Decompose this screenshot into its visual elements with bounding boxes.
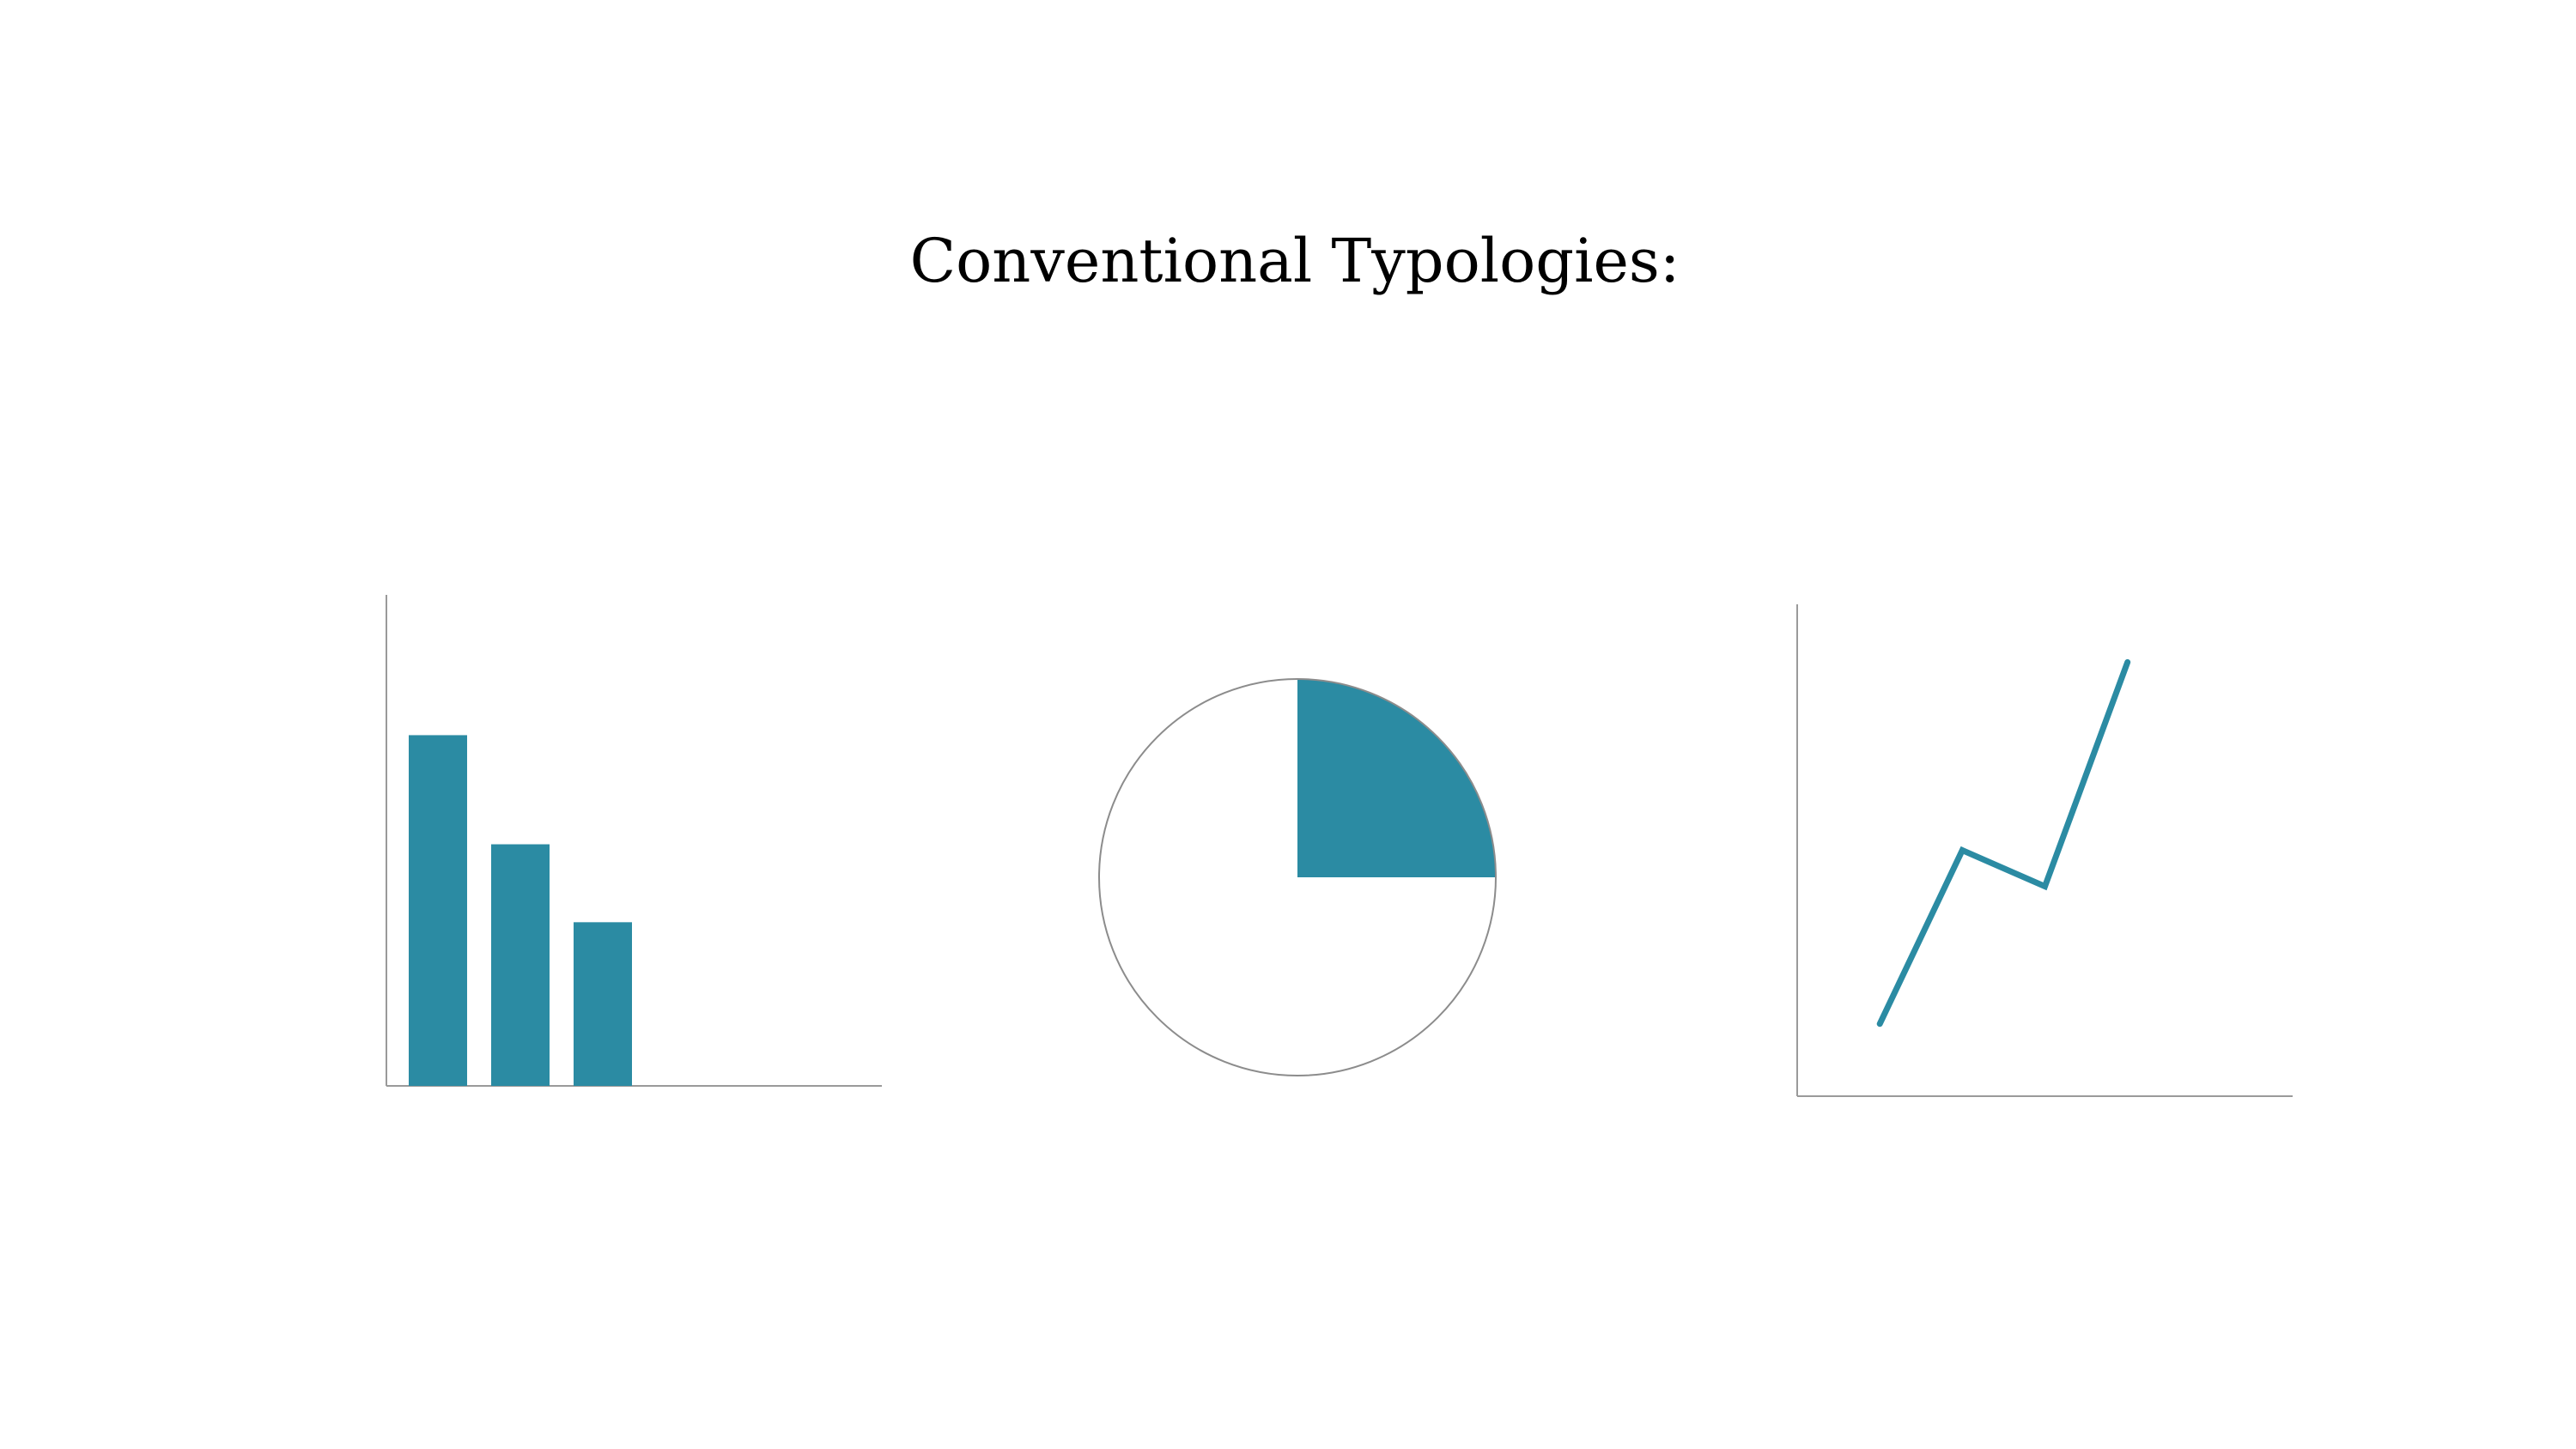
- bar-2: [491, 844, 550, 1086]
- bar-1: [409, 735, 467, 1086]
- pie-outline: [1098, 678, 1497, 1076]
- pie-chart: [1098, 678, 1497, 1076]
- pie-slice-2: [1099, 679, 1496, 1076]
- pie-slice-1: [1297, 679, 1496, 877]
- slide-title: Conventional Typologies:: [909, 226, 1680, 296]
- bar-chart-bars: [409, 735, 632, 1086]
- bar-3: [574, 922, 632, 1086]
- line-chart: [1796, 604, 2293, 1097]
- bar-chart: [386, 595, 882, 1087]
- line-series: [1876, 658, 2131, 1028]
- pie-chart-slices: [1098, 678, 1497, 1076]
- line-chart-series: [1876, 658, 2131, 1028]
